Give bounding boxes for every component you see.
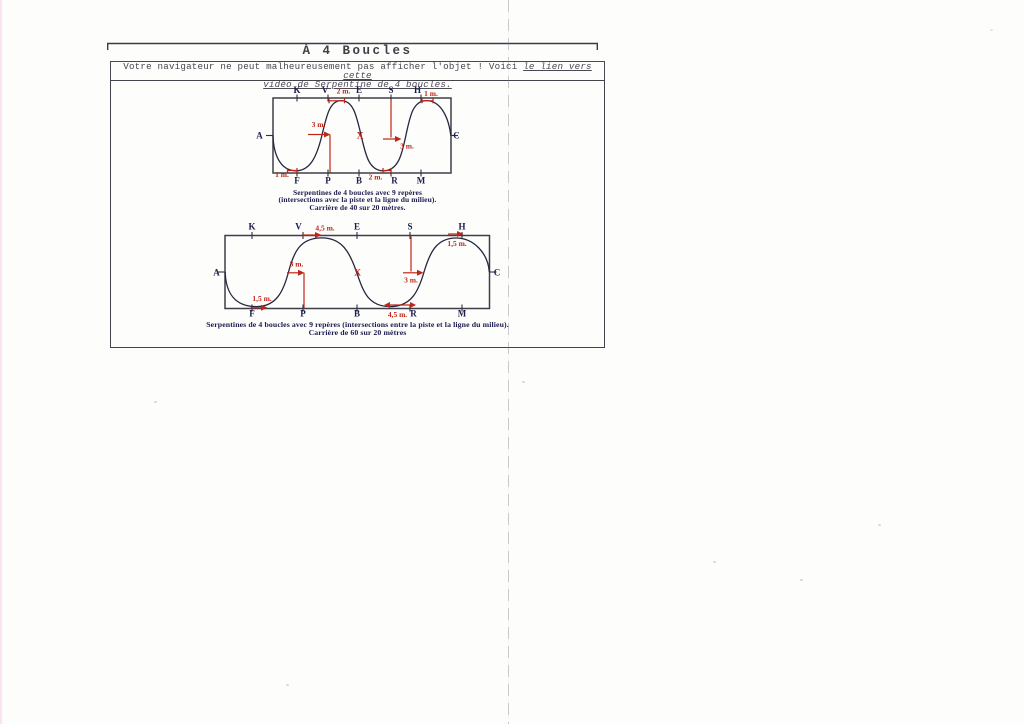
caption-40m: Serpentines de 4 boucles avec 9 repères …	[110, 189, 605, 211]
scan-speck	[990, 29, 993, 31]
video-link-line1[interactable]: le lien vers cette	[343, 61, 592, 81]
caption-40m-line3: Carrière de 40 sur 20 mètres.	[309, 202, 406, 212]
caption-40m-line2: (intersections avec la piste et la ligne…	[278, 195, 437, 205]
browser-notice: Votre navigateur ne peut malheureusement…	[110, 61, 605, 89]
caption-60m-line1: Serpentines de 4 boucles avec 9 repères …	[206, 320, 509, 329]
caption-60m: Serpentines de 4 boucles avec 9 repères …	[110, 321, 605, 337]
page-title: À 4 Boucles	[302, 44, 413, 58]
video-link-line2[interactable]: vidéo de Serpentine de 4 boucles.	[263, 78, 452, 90]
video-link[interactable]: le lien vers cette vidéo de Serpentine de…	[263, 61, 592, 90]
scan-speck	[522, 381, 525, 383]
scan-speck	[286, 684, 289, 686]
caption-40m-line1: Serpentines de 4 boucles avec 9 repères	[292, 188, 423, 197]
scan-speck	[800, 579, 803, 581]
notice-text: Votre navigateur ne peut malheureusement…	[123, 61, 524, 72]
scan-fold-line	[508, 0, 509, 724]
scan-speck	[878, 524, 881, 526]
content-frame	[110, 80, 605, 348]
scan-speck	[154, 401, 157, 403]
caption-60m-line2: Carrière de 60 sur 20 mètres	[308, 328, 407, 337]
scan-speck	[713, 561, 716, 563]
scan-edge-tint	[0, 0, 3, 724]
